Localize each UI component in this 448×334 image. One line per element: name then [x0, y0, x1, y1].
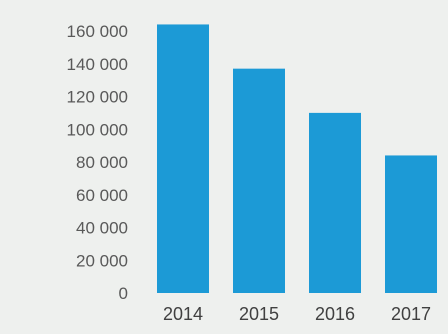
bar-2017 — [385, 155, 437, 293]
x-axis: 2014 2015 2016 2017 — [163, 304, 431, 324]
y-tick-label: 120 000 — [67, 88, 128, 107]
bar-series — [157, 24, 437, 293]
bar-2016 — [309, 112, 361, 293]
y-tick-label: 40 000 — [76, 219, 128, 238]
x-category-label: 2014 — [163, 304, 203, 324]
x-category-label: 2015 — [239, 304, 279, 324]
x-category-label: 2017 — [391, 304, 431, 324]
y-tick-label: 160 000 — [67, 22, 128, 41]
x-category-label: 2016 — [315, 304, 355, 324]
bar-2014 — [157, 24, 209, 293]
bar-2015 — [233, 68, 285, 293]
y-tick-label: 60 000 — [76, 186, 128, 205]
y-tick-label: 100 000 — [67, 120, 128, 139]
y-tick-label: 20 000 — [76, 251, 128, 270]
y-tick-label: 140 000 — [67, 55, 128, 74]
y-axis: 0 20 000 40 000 60 000 80 000 100 000 120 000 1… — [67, 22, 128, 303]
y-tick-label: 80 000 — [76, 153, 128, 172]
y-tick-label: 0 — [119, 284, 128, 303]
